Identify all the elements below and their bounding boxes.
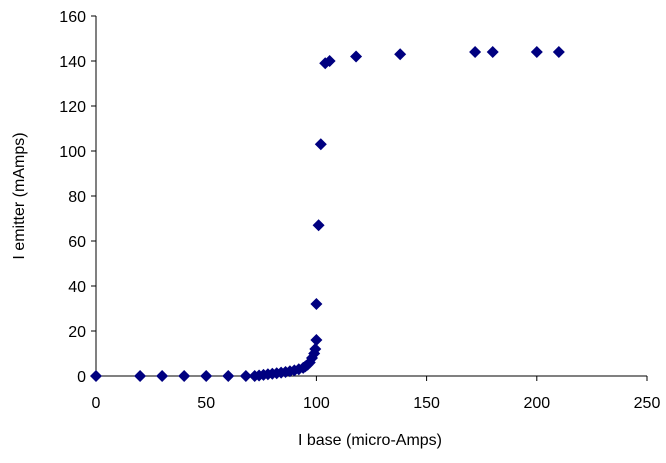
y-tick-label: 80 (68, 189, 86, 206)
x-tick-label: 250 (634, 395, 661, 412)
data-point (222, 370, 235, 382)
data-point (239, 370, 252, 382)
data-point (156, 370, 169, 382)
data-point (314, 138, 327, 151)
data-point (312, 219, 325, 232)
y-tick-label: 20 (68, 324, 86, 341)
y-tick-label: 40 (68, 279, 86, 296)
y-tick-label: 140 (59, 54, 86, 71)
x-tick-label: 150 (413, 395, 440, 412)
x-tick-label: 50 (197, 395, 215, 412)
y-tick-label: 120 (59, 99, 86, 116)
data-point (90, 370, 102, 382)
y-axis-ticks: 0 20 40 60 80 100 120 140 160 (59, 9, 96, 386)
data-point (486, 46, 499, 58)
y-tick-label: 160 (59, 9, 86, 26)
data-point (350, 50, 363, 63)
data-point (530, 46, 543, 58)
data-point (394, 48, 407, 61)
x-tick-label: 0 (92, 395, 101, 412)
data-point (552, 46, 565, 58)
x-tick-label: 200 (523, 395, 550, 412)
data-point (310, 298, 323, 310)
data-points (90, 46, 565, 382)
x-axis-ticks: 0 50 100 150 200 250 (92, 376, 661, 412)
y-tick-label: 60 (68, 234, 86, 251)
data-point (310, 334, 323, 346)
data-point (469, 46, 482, 58)
x-axis-title: I base (micro-Amps) (298, 432, 442, 449)
data-point (200, 370, 213, 382)
y-tick-label: 0 (77, 369, 86, 386)
x-tick-label: 100 (303, 395, 330, 412)
data-point (309, 343, 322, 355)
y-tick-label: 100 (59, 144, 86, 161)
y-axis-title: I emitter (mAmps) (11, 132, 28, 259)
data-point (134, 370, 147, 382)
data-point (323, 55, 336, 67)
data-point (178, 370, 191, 382)
